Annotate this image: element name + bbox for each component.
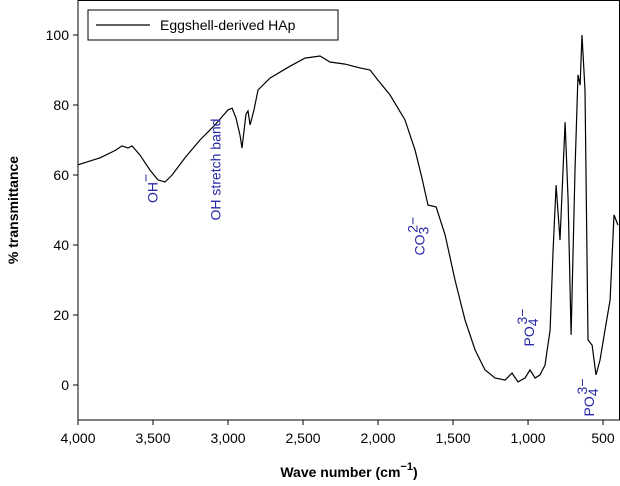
y-axis-label: % transmittance xyxy=(5,156,21,264)
spectrum-line xyxy=(77,34,619,383)
x-axis-label-text: Wave number (cm xyxy=(280,464,400,480)
annotation-sup: 3− xyxy=(514,309,530,325)
x-tick-label: 2,000 xyxy=(361,430,396,446)
x-axis-label: Wave number (cm−1) xyxy=(280,461,417,480)
x-tick-label: 1,500 xyxy=(436,430,471,446)
y-tick-label: 40 xyxy=(53,237,69,253)
legend-label: Eggshell-derived HAp xyxy=(160,17,296,33)
annotation-sub: 3 xyxy=(416,227,432,235)
annotation-text: PO xyxy=(581,396,597,416)
x-tick-label: 3,000 xyxy=(210,430,245,446)
annotation-text: OH stretch band xyxy=(208,119,224,221)
x-tick-label: 500 xyxy=(591,430,615,446)
x-tick-label: 4,000 xyxy=(60,430,95,446)
annotation-sub: 4 xyxy=(585,388,601,396)
annotation: PO43− xyxy=(574,379,601,417)
y-tick-label: 100 xyxy=(46,27,70,43)
annotation-text: PO xyxy=(521,326,537,346)
annotation-sup: 2− xyxy=(405,217,421,233)
annotation: OH− xyxy=(138,174,161,203)
annotation-sup: 3− xyxy=(574,379,590,395)
y-tick-label: 20 xyxy=(53,307,69,323)
y-tick-label: 80 xyxy=(53,97,69,113)
y-tick-label: 0 xyxy=(61,377,69,393)
x-axis-label-sup: −1 xyxy=(400,461,413,473)
x-tick-label: 1,000 xyxy=(511,430,546,446)
annotation: OH stretch band xyxy=(208,119,224,221)
annotation-text: OH xyxy=(145,182,161,203)
annotation-text: CO xyxy=(412,234,428,255)
x-tick-label: 2,500 xyxy=(285,430,320,446)
annotation-sub: 4 xyxy=(525,318,541,326)
x-axis-label-tail: ) xyxy=(413,464,418,480)
annotation: PO43− xyxy=(514,309,541,347)
annotation: CO32− xyxy=(405,217,432,256)
y-tick-label: 60 xyxy=(53,167,69,183)
annotation-sup: − xyxy=(138,174,154,182)
x-tick-label: 3,500 xyxy=(135,430,170,446)
